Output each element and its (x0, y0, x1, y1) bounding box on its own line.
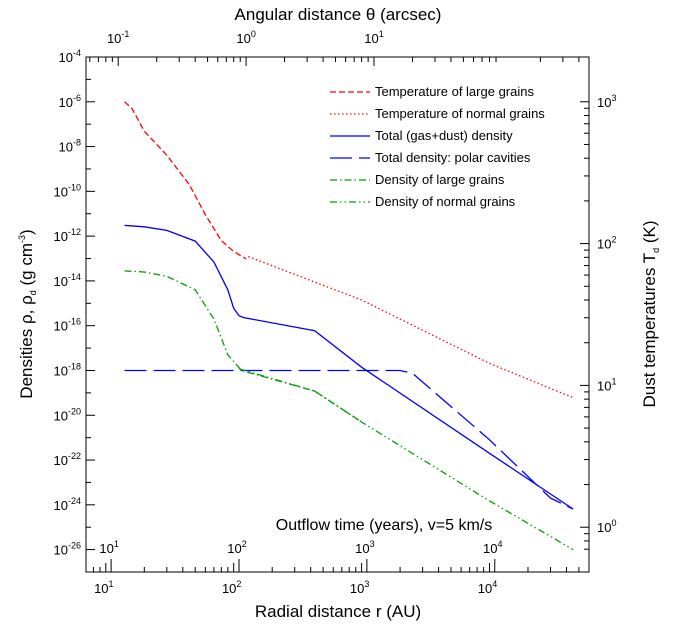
legend-label: Density of normal grains (375, 194, 516, 209)
top-tick-label: 101 (364, 29, 383, 46)
right-axis-title: Dust temperatures Td (K) (640, 220, 661, 407)
legend-label: Density of large grains (375, 172, 505, 187)
series-line-1 (124, 101, 247, 260)
bottom-tick-label: 104 (478, 579, 497, 596)
right-tick-label: 101 (597, 376, 616, 393)
bottom-tick-label: 101 (94, 579, 113, 596)
series-line-4 (124, 369, 574, 510)
right-tick-label: 102 (597, 235, 616, 252)
left-tick-label: 10-4 (59, 48, 81, 65)
top-axis-title: Angular distance θ (arcsec) (235, 5, 442, 24)
ticks-layer: 101 102 103 104 10-1 100 101 101 102 103 104 10-4 10… (54, 29, 617, 596)
inner-tick-label: 104 (483, 539, 502, 556)
legend-label: Total density: polar cavities (375, 150, 531, 165)
left-axis-title: Densities ρ, ρd (g cm-3) (17, 229, 38, 398)
left-tick-label: 10-8 (59, 138, 81, 155)
series-line-3 (124, 224, 574, 510)
legend-label: Temperature of normal grains (375, 106, 545, 121)
left-tick-label: 10-24 (54, 496, 81, 513)
inner-axis-title: Outflow time (years), v=5 km/s (276, 517, 493, 534)
top-tick-label: 100 (236, 29, 255, 46)
legend-label: Temperature of large grains (375, 84, 534, 99)
left-tick-label: 10-16 (54, 317, 81, 334)
bottom-tick-label: 102 (222, 579, 241, 596)
left-tick-label: 10-12 (54, 227, 81, 244)
plot-frame (85, 56, 590, 573)
bottom-axis-title: Radial distance r (AU) (255, 602, 421, 621)
inner-tick-label: 101 (99, 539, 118, 556)
series-line-6 (238, 368, 574, 551)
top-tick-label: 10-1 (107, 29, 129, 46)
left-tick-label: 10-6 (59, 93, 81, 110)
legend-label: Total (gas+dust) density (375, 128, 513, 143)
inner-tick-label: 103 (355, 539, 374, 556)
right-tick-label: 103 (597, 93, 616, 110)
series-line-2 (248, 255, 574, 399)
series-line-5 (124, 270, 362, 423)
bottom-tick-label: 103 (350, 579, 369, 596)
right-tick-label: 100 (597, 518, 616, 535)
left-tick-label: 10-20 (54, 406, 81, 423)
inner-tick-label: 102 (227, 539, 246, 556)
left-tick-label: 10-14 (54, 272, 81, 289)
left-tick-label: 10-10 (54, 182, 81, 199)
legend: Temperature of large grains Temperature o… (330, 84, 545, 209)
left-tick-label: 10-18 (54, 361, 81, 378)
series-layer (124, 101, 574, 551)
left-tick-label: 10-22 (54, 451, 81, 468)
left-tick-label: 10-26 (54, 541, 81, 558)
